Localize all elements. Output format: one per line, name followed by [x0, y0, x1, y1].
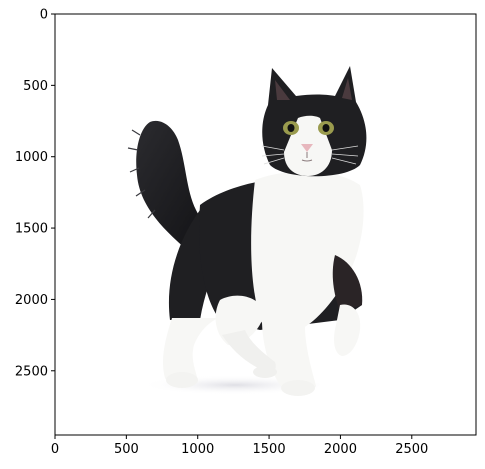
- cat-paw-back: [166, 372, 198, 388]
- x-tick-label: 2000: [324, 442, 357, 457]
- y-tick-label: 0: [40, 8, 48, 23]
- y-tick-label: 500: [23, 79, 48, 94]
- cat-ear-right-inner: [342, 78, 352, 100]
- cat-front-leg: [262, 320, 316, 394]
- x-tick-label: 2500: [395, 442, 428, 457]
- cat-mouth: [301, 152, 313, 162]
- y-tick-label: 2000: [15, 293, 48, 308]
- cat-tail-wisps: [127, 129, 156, 219]
- plot-area: [54, 13, 477, 436]
- cat-pupil-left: [287, 124, 295, 132]
- cat-raised-paw: [334, 304, 361, 356]
- x-tick-label: 0: [51, 442, 59, 457]
- cat-ear-left-inner: [275, 80, 290, 100]
- axes-frame: [54, 13, 477, 436]
- y-axis: 0 500 1000 1500 2000 2500: [15, 8, 55, 379]
- cat-image: [127, 66, 367, 396]
- x-tick-label: 500: [114, 442, 139, 457]
- cat-belly-white: [215, 295, 265, 345]
- x-tick-label: 1000: [181, 442, 214, 457]
- y-tick-label: 2500: [15, 364, 48, 379]
- cat-nose: [301, 144, 313, 152]
- cat-paw-front: [281, 380, 315, 396]
- cat-paw-back-right: [253, 366, 277, 378]
- cat-whiskers: [261, 145, 359, 165]
- x-axis: 0 500 1000 1500 2000 2500: [51, 435, 428, 457]
- y-tick-label: 1000: [15, 150, 48, 165]
- x-tick-label: 1500: [253, 442, 286, 457]
- cat-back-leg-white: [162, 318, 218, 387]
- y-tick-label: 1500: [15, 222, 48, 237]
- cat-pupil-right: [322, 124, 330, 132]
- cat-raised-leg-dark: [332, 255, 363, 312]
- cat-back-right-leg: [222, 330, 276, 373]
